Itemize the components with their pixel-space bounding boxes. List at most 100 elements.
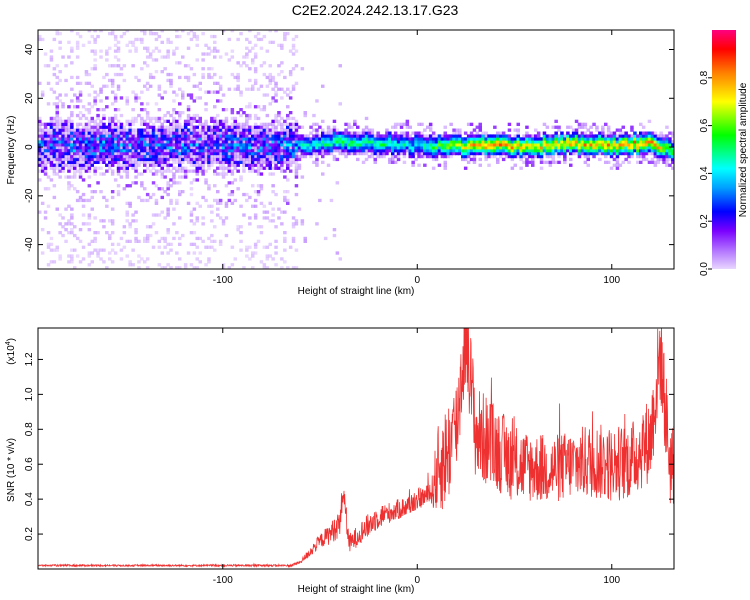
spectrogram-cell bbox=[73, 105, 77, 109]
spectrogram-cell bbox=[571, 143, 576, 147]
spectrogram-cell bbox=[198, 166, 202, 170]
spectrogram-cell bbox=[148, 146, 153, 150]
spectrogram-cell bbox=[239, 128, 243, 132]
spectrogram-cell bbox=[641, 154, 646, 159]
spectrogram-cell bbox=[280, 125, 284, 129]
spectrogram-cell bbox=[245, 146, 249, 150]
spectrogram-cell bbox=[656, 154, 660, 159]
spectrogram-cell bbox=[55, 64, 59, 68]
spectrogram-cell bbox=[571, 140, 576, 144]
y-tick-label: -20 bbox=[24, 188, 35, 203]
spectrogram-cell bbox=[181, 190, 185, 194]
spectrogram-cell bbox=[428, 151, 433, 156]
spectrogram-cell bbox=[70, 222, 74, 226]
spectrogram-cell bbox=[87, 157, 92, 162]
spectrogram-cell bbox=[96, 231, 100, 235]
spectrogram-cell bbox=[143, 149, 147, 153]
spectrogram-cell bbox=[592, 134, 596, 138]
spectrogram-cell bbox=[300, 137, 305, 141]
spectrogram-cell bbox=[218, 242, 223, 246]
spectrogram-cell bbox=[633, 131, 637, 135]
spectrogram-cell bbox=[227, 87, 232, 91]
spectrogram-cell bbox=[408, 140, 412, 144]
spectrogram-cell bbox=[253, 251, 258, 255]
spectrogram-cell bbox=[382, 137, 386, 141]
spectrogram-cell bbox=[169, 169, 173, 173]
spectrogram-cell bbox=[116, 84, 121, 88]
spectrogram-cell bbox=[434, 157, 439, 162]
spectrogram-cell bbox=[262, 266, 267, 269]
spectrogram-cell bbox=[641, 149, 646, 153]
spectrogram-cell bbox=[639, 143, 643, 147]
spectrogram-cell bbox=[122, 131, 127, 135]
spectrogram-cell bbox=[321, 143, 325, 147]
spectrogram-cell bbox=[428, 122, 433, 126]
spectrogram-cell bbox=[592, 154, 596, 159]
spectrogram-cell bbox=[230, 146, 235, 150]
spectrogram-cell bbox=[230, 201, 235, 205]
spectrogram-cell bbox=[181, 233, 185, 238]
spectrogram-cell bbox=[210, 160, 214, 164]
spectrogram-cell bbox=[93, 96, 97, 100]
spectrogram-cell bbox=[99, 143, 103, 147]
spectrogram-cell bbox=[192, 113, 197, 118]
spectrogram-cell bbox=[253, 204, 258, 208]
spectrogram-cell bbox=[87, 149, 92, 153]
spectrogram-cell bbox=[604, 151, 608, 156]
spectrogram-cell bbox=[102, 260, 106, 264]
colorbar-tick-label: 0.2 bbox=[699, 214, 710, 228]
spectrogram-cell bbox=[49, 163, 54, 167]
spectrogram-cell bbox=[40, 122, 45, 126]
spectrogram-cell bbox=[192, 34, 197, 39]
spectrogram-cell bbox=[207, 125, 211, 129]
spectrogram-cell bbox=[358, 131, 363, 135]
spectrogram-cell bbox=[49, 58, 54, 62]
spectrogram-cell bbox=[356, 143, 360, 147]
spectrogram-cell bbox=[175, 111, 179, 115]
spectrogram-cell bbox=[160, 143, 164, 147]
spectrogram-cell bbox=[128, 263, 132, 267]
spectrogram-cell bbox=[321, 146, 325, 150]
spectrogram-cell bbox=[108, 236, 112, 241]
spectrogram-cell bbox=[186, 116, 191, 121]
spectrogram-cell bbox=[262, 134, 267, 138]
spectrogram-cell bbox=[650, 137, 655, 141]
spectrogram-cell bbox=[484, 131, 488, 135]
spectrogram-cell bbox=[376, 134, 380, 138]
spectrogram-cell bbox=[216, 113, 220, 118]
spectrogram-cell bbox=[256, 32, 261, 36]
spectrogram-cell bbox=[96, 134, 100, 138]
spectrogram-cell bbox=[280, 128, 284, 132]
spectrogram-cell bbox=[224, 204, 229, 208]
spectrogram-cell bbox=[563, 151, 567, 156]
spectrogram-cell bbox=[40, 163, 45, 167]
spectrogram-cell bbox=[192, 242, 197, 246]
spectrogram-cell bbox=[531, 146, 535, 150]
spectrogram-cell bbox=[189, 213, 194, 217]
spectrogram-cell bbox=[140, 30, 144, 33]
spectrogram-cell bbox=[461, 140, 465, 144]
spectrogram-cell bbox=[134, 169, 138, 173]
spectrogram-cell bbox=[428, 149, 433, 153]
spectrogram-cell bbox=[548, 154, 553, 159]
spectrogram-cell bbox=[291, 236, 296, 241]
spectrogram-cell bbox=[265, 143, 270, 147]
spectrogram-cell bbox=[204, 140, 208, 144]
spectrogram-cell bbox=[201, 160, 205, 164]
spectrogram-cell bbox=[256, 137, 261, 141]
spectrogram-cell bbox=[99, 55, 103, 59]
spectrogram-cell bbox=[175, 151, 179, 156]
spectrogram-cell bbox=[178, 61, 182, 65]
spectrogram-cell bbox=[423, 154, 427, 159]
spectrogram-cell bbox=[574, 137, 579, 141]
spectrogram-cell bbox=[110, 195, 115, 200]
spectrogram-cell bbox=[294, 140, 299, 144]
spectrogram-cell bbox=[52, 248, 57, 252]
spectrogram-cell bbox=[169, 201, 173, 205]
spectrogram-cell bbox=[55, 125, 59, 129]
spectrogram-cell bbox=[321, 131, 325, 135]
spectrogram-cell bbox=[662, 146, 666, 150]
spectrogram-cell bbox=[259, 231, 264, 235]
spectrogram-cell bbox=[183, 263, 188, 267]
spectrogram-cell bbox=[90, 151, 94, 156]
